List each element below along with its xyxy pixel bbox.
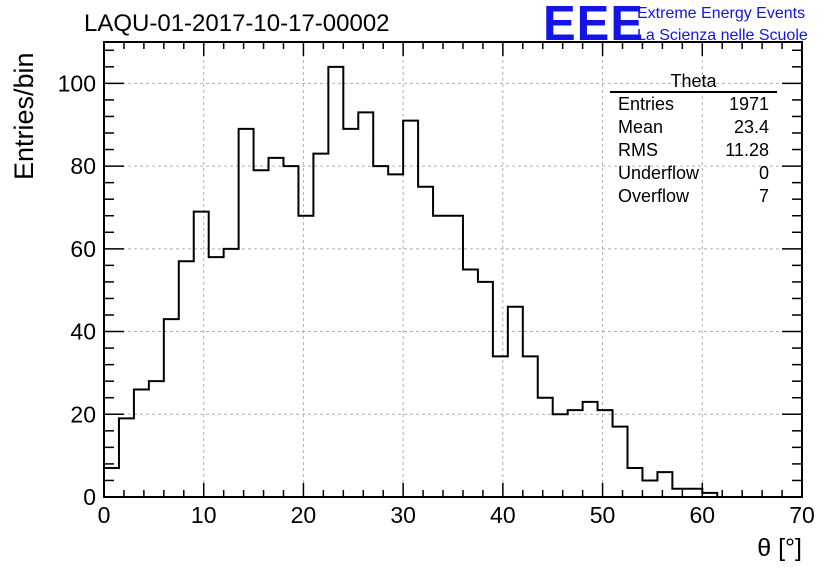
histogram-bin xyxy=(328,67,343,497)
histogram-bin xyxy=(164,319,179,497)
histogram-bin xyxy=(657,472,672,497)
histogram-bin xyxy=(433,216,448,497)
histogram-bin xyxy=(687,489,702,497)
stats-row-underflow: Underflow 0 xyxy=(610,162,777,185)
histogram-line xyxy=(103,65,733,498)
histogram-bin xyxy=(373,166,388,497)
histogram-bin xyxy=(209,257,224,497)
histogram-bin xyxy=(672,489,687,497)
stats-value: 1971 xyxy=(728,94,769,114)
y-tick-label: 60 xyxy=(70,236,96,262)
x-tick-label: 30 xyxy=(390,502,416,528)
histogram-bin xyxy=(642,480,657,497)
stats-value: 11.28 xyxy=(725,140,769,160)
project-name: Extreme Energy Events La Scienza nelle S… xyxy=(637,3,808,47)
histogram-series xyxy=(103,65,733,498)
stats-row-entries: Entries 1971 xyxy=(610,93,777,116)
x-tick-label: 20 xyxy=(291,502,317,528)
histogram-bin xyxy=(134,389,149,497)
x-tick-label: 60 xyxy=(689,502,715,528)
histogram-bin xyxy=(403,121,418,497)
histogram-bin xyxy=(149,381,164,497)
y-tick-label: 100 xyxy=(58,70,96,96)
histogram-bin xyxy=(448,216,463,497)
stats-label: Entries xyxy=(618,94,675,114)
histogram-bin xyxy=(568,410,583,497)
histogram-bin xyxy=(358,112,373,497)
stats-row-overflow: Overflow 7 xyxy=(610,185,777,208)
stats-value: 23.4 xyxy=(733,117,769,137)
stats-row-rms: RMS 11.28 xyxy=(610,139,777,162)
stats-title: Theta xyxy=(610,71,777,93)
histogram-bin xyxy=(463,270,478,498)
eee-logo: EEE xyxy=(543,0,645,51)
histogram-bin xyxy=(119,418,134,497)
y-tick-label: 80 xyxy=(70,153,96,179)
histogram-bin xyxy=(388,174,403,497)
x-axis-label: θ [°] xyxy=(757,534,802,562)
histogram-bin xyxy=(493,356,508,497)
x-tick-label: 70 xyxy=(789,502,815,528)
histogram-bin xyxy=(298,216,313,497)
histogram-bin xyxy=(478,282,493,497)
histogram-bin xyxy=(104,468,119,497)
histogram-bin xyxy=(239,129,254,497)
x-tick-label: 10 xyxy=(191,502,217,528)
stats-box: Theta Entries 1971 Mean 23.4 RMS 11.28 U… xyxy=(610,71,777,208)
histogram-bin xyxy=(598,410,613,497)
plot-frame xyxy=(103,41,803,498)
project-name-line1: Extreme Energy Events xyxy=(637,5,806,22)
stats-label: RMS xyxy=(618,140,658,160)
histogram-bin xyxy=(269,158,284,497)
histogram-bin xyxy=(343,129,358,497)
x-axis: 0 10 20 30 40 50 60 70 xyxy=(98,42,815,528)
x-tick-label: 0 xyxy=(98,502,111,528)
histogram-bin xyxy=(523,356,538,497)
x-tick-label: 40 xyxy=(490,502,516,528)
x-tick-label: 50 xyxy=(590,502,616,528)
y-axis-label: Entries/bin xyxy=(9,52,39,180)
stats-label: Mean xyxy=(618,117,664,137)
plot-frame-border xyxy=(103,41,803,498)
y-tick-label: 40 xyxy=(70,319,96,345)
histogram-bin xyxy=(613,427,628,497)
histogram-bin xyxy=(313,154,328,497)
run-title: LAQU-01-2017-10-17-00002 xyxy=(84,10,390,37)
histogram-bin xyxy=(628,468,643,497)
project-name-line2: La Scienza nelle Scuole xyxy=(637,27,808,44)
stats-value: 0 xyxy=(758,163,769,183)
histogram-bin xyxy=(283,166,298,497)
stats-label: Overflow xyxy=(618,186,690,206)
histogram-bin xyxy=(254,170,269,497)
stats-row-mean: Mean 23.4 xyxy=(610,116,777,139)
histogram-bin xyxy=(553,414,568,497)
histogram-bin xyxy=(418,187,433,497)
y-tick-label: 0 xyxy=(83,484,96,510)
histogram-bin xyxy=(224,249,239,497)
grid-lines xyxy=(104,42,802,497)
y-axis: 0 20 40 60 80 100 xyxy=(58,49,802,510)
y-tick-label: 20 xyxy=(70,401,96,427)
histogram-bin xyxy=(583,402,598,497)
histogram-bin xyxy=(194,212,209,497)
histogram-bin xyxy=(508,307,523,497)
histogram-bin xyxy=(538,398,553,497)
stats-label: Underflow xyxy=(618,163,700,183)
histogram-bin xyxy=(179,261,194,497)
stats-value: 7 xyxy=(758,186,769,206)
